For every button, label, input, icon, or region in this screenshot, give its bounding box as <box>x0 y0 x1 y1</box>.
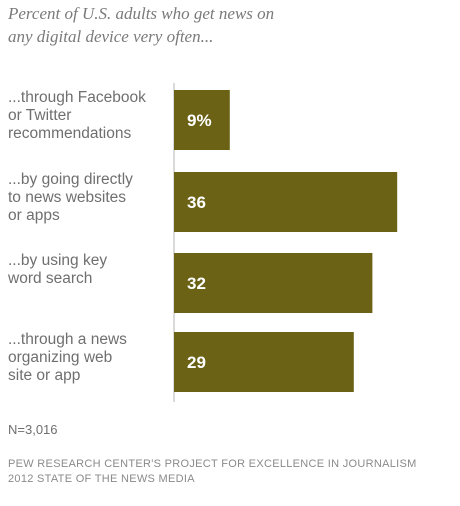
category-label-1-line-2: or apps <box>8 207 60 224</box>
category-label-2-line-1: word search <box>7 270 92 287</box>
category-label-0-line-1: or Twitter <box>8 107 71 124</box>
category-label-3-line-1: organizing web <box>8 349 112 366</box>
sample-size-note: N=3,016 <box>8 422 58 437</box>
category-label-3-line-2: site or app <box>8 367 80 384</box>
bar-0 <box>174 90 230 150</box>
bar-2 <box>174 253 373 313</box>
category-label-0-line-0: ...through Facebook <box>8 89 146 106</box>
bar-value-label-1: 36 <box>187 193 206 212</box>
source-line-1: PEW RESEARCH CENTER'S PROJECT FOR EXCELL… <box>8 458 417 470</box>
bar-3 <box>174 332 354 392</box>
bar-1 <box>174 172 398 232</box>
source-credit: PEW RESEARCH CENTER'S PROJECT FOR EXCELL… <box>8 457 417 487</box>
category-label-3-line-0: ...through a news <box>8 331 127 348</box>
bar-value-label-3: 29 <box>187 353 206 372</box>
category-label-2-line-0: ...by using key <box>8 252 107 269</box>
category-label-1-line-1: to news websites <box>8 189 126 206</box>
chart-subtitle: Percent of U.S. adults who get news on a… <box>8 4 275 46</box>
bar-value-label-2: 32 <box>187 274 206 293</box>
category-label-0-line-2: recommendations <box>8 125 131 142</box>
category-label-1-line-0: ...by going directly <box>8 171 133 188</box>
bar-value-label-0: 9% <box>187 111 212 130</box>
source-line-2: 2012 STATE OF THE NEWS MEDIA <box>8 473 195 485</box>
